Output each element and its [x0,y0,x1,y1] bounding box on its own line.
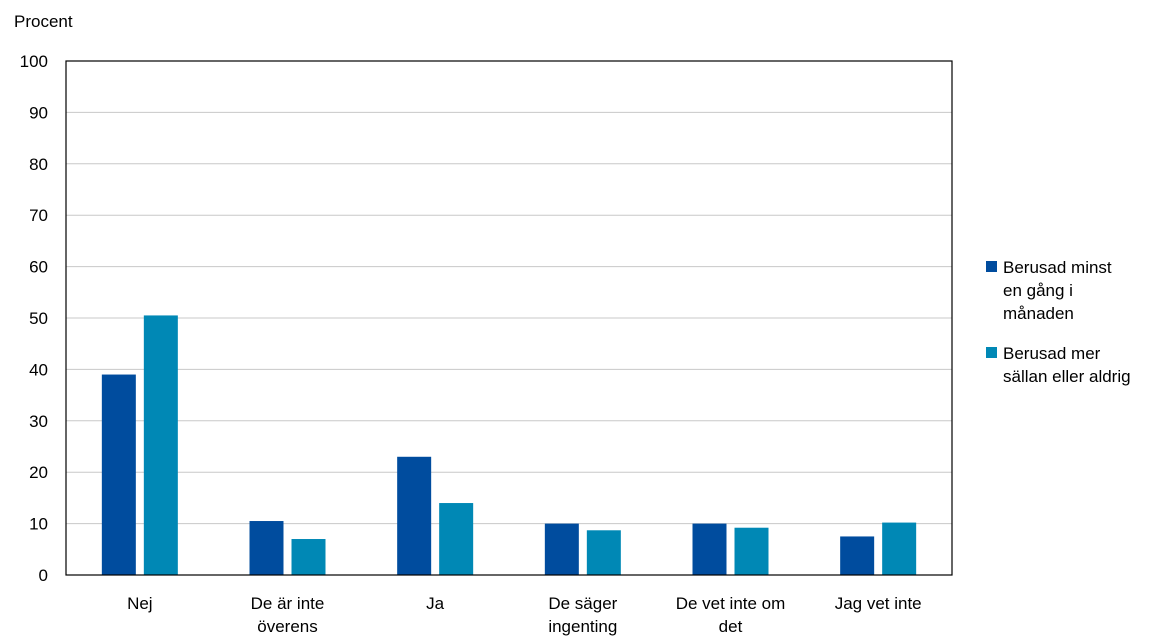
y-tick-labels: 0 10 20 30 40 50 60 70 80 90 100 [20,52,48,585]
legend: Berusad minst en gång i månaden Berusad me… [986,256,1157,405]
x-tick-label-line: Ja [426,594,445,613]
bar-series-2 [734,527,769,575]
y-tick-label: 90 [29,103,48,122]
x-tick-label: De säger ingenting [548,594,617,636]
y-tick-label: 100 [20,52,48,71]
bar-series-1 [249,521,284,575]
legend-swatch-series-1 [986,261,997,272]
x-tick-label-line: De vet inte om [676,594,786,613]
y-tick-label: 30 [29,412,48,431]
x-tick-label-line: De är inte [251,594,325,613]
x-tick-label-line: De säger [548,594,617,613]
bar-series-1 [544,523,579,575]
bar-series-2 [586,530,621,575]
gridlines [66,111,952,525]
legend-swatch-series-2 [986,347,997,358]
bar-series-2 [143,315,178,575]
bar-series-2 [882,522,917,575]
y-tick-label: 20 [29,463,48,482]
y-tick-label: 40 [29,360,48,379]
legend-item-series-2: Berusad mer sällan eller aldrig [986,342,1157,388]
x-tick-label: De vet inte om det [676,594,786,636]
bar-series-1 [101,374,136,575]
y-tick-label: 70 [29,206,48,225]
legend-label-series-2: Berusad mer sällan eller aldrig [1003,344,1131,386]
y-tick-label: 80 [29,155,48,174]
bar-series-1 [840,536,875,575]
y-tick-label: 0 [39,566,48,585]
bar-series-2 [291,539,326,575]
x-tick-label-line: ingenting [548,617,617,636]
legend-item-series-1: Berusad minst en gång i månaden [986,256,1157,325]
x-tick-label: Nej [127,594,153,613]
y-axis-title: Procent [14,12,73,31]
x-tick-label-line: Jag vet inte [835,594,922,613]
y-tick-label: 10 [29,515,48,534]
bar-series-2 [439,503,474,575]
y-tick-label: 50 [29,309,48,328]
bars [101,315,917,575]
legend-label-series-1: Berusad minst en gång i månaden [1003,258,1112,323]
x-tick-label: De är inte överens [251,594,325,636]
y-tick-label: 60 [29,258,48,277]
x-tick-label-line: Nej [127,594,153,613]
bar-series-1 [397,456,432,575]
bar-series-1 [692,523,727,575]
x-tick-label: Jag vet inte [835,594,922,613]
x-tick-label: Ja [426,594,445,613]
x-tick-label-line: det [719,617,743,636]
plot-frame [65,60,953,576]
x-tick-label-line: överens [257,617,317,636]
